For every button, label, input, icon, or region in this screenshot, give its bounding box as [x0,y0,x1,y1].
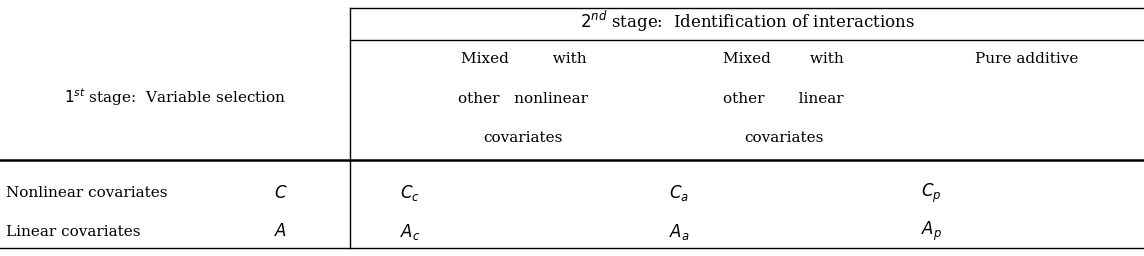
Text: $C_a$: $C_a$ [669,183,689,203]
Text: $A_p$: $A_p$ [921,220,942,243]
Text: covariates: covariates [744,131,824,145]
Text: $C$: $C$ [273,185,287,202]
Text: Mixed        with: Mixed with [723,52,844,66]
Text: Nonlinear covariates: Nonlinear covariates [6,186,167,200]
Text: other   nonlinear: other nonlinear [459,92,588,105]
Text: Mixed         with: Mixed with [461,52,586,66]
Text: $C_c$: $C_c$ [400,183,420,203]
Text: $1^{st}$ stage:  Variable selection: $1^{st}$ stage: Variable selection [64,87,286,108]
Text: $A_a$: $A_a$ [669,222,690,242]
Text: $A_c$: $A_c$ [400,222,421,242]
Text: $C_p$: $C_p$ [921,182,942,205]
Text: covariates: covariates [484,131,563,145]
Text: other       linear: other linear [723,92,844,105]
Text: $A$: $A$ [273,223,287,240]
Text: Linear covariates: Linear covariates [6,225,141,239]
Text: Pure additive: Pure additive [975,52,1079,66]
Text: $2^{nd}$ stage:  Identification of interactions: $2^{nd}$ stage: Identification of intera… [580,9,914,34]
